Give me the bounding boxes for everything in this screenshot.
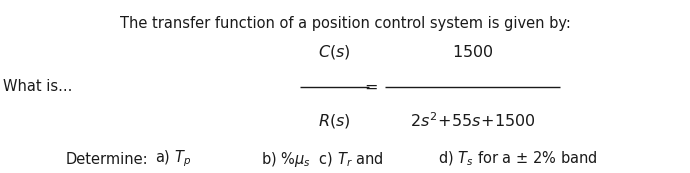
Text: a) $T_p$: a) $T_p$ bbox=[155, 149, 192, 170]
Text: b) $\%\mu_s$  c) $T_r$ and: b) $\%\mu_s$ c) $T_r$ and bbox=[261, 150, 384, 169]
Text: $2s^2\!+\!55s\!+\!1500$: $2s^2\!+\!55s\!+\!1500$ bbox=[410, 112, 535, 130]
Text: $C(s)$: $C(s)$ bbox=[318, 43, 351, 61]
Text: $=$: $=$ bbox=[361, 79, 377, 94]
Text: d) $T_s$ for a ± 2% band: d) $T_s$ for a ± 2% band bbox=[438, 150, 598, 168]
Text: $R(s)$: $R(s)$ bbox=[318, 112, 351, 130]
Text: $1500$: $1500$ bbox=[452, 44, 493, 60]
Text: The transfer function of a position control system is given by:: The transfer function of a position cont… bbox=[119, 16, 571, 31]
Text: Determine:: Determine: bbox=[66, 152, 148, 167]
Text: What is...: What is... bbox=[3, 79, 73, 94]
